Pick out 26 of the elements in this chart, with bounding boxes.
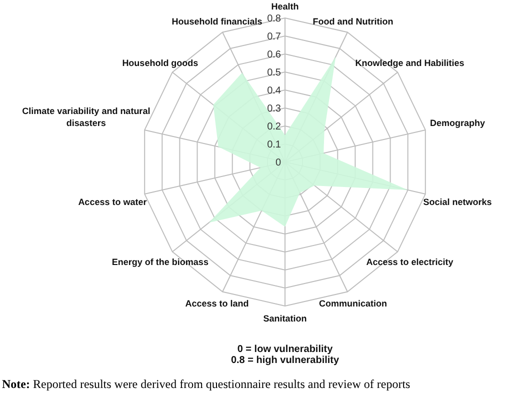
spoke-label: Social networks [423, 196, 492, 207]
spoke-label: Demography [430, 118, 486, 128]
spoke-label: Access to electricity [366, 257, 454, 268]
y-tick-label: 0.1 [267, 140, 282, 150]
spoke-label: Access to land [185, 298, 249, 309]
y-tick-label: 0.2 [267, 122, 282, 132]
y-tick-label: 0.8 [267, 14, 282, 24]
text: Note: Reported results were derived from questionnaire results and review of reports [2, 377, 411, 391]
y-tick-label: 0.4 [267, 86, 282, 96]
spoke-label: Climate variability and natural disasters [22, 106, 150, 128]
spoke-label: Household financials [172, 16, 262, 26]
spoke-label: Household goods [122, 58, 198, 68]
y-tick-label: 0.5 [267, 68, 282, 78]
spoke-label: Access to water [78, 196, 148, 207]
spoke-label: Knowledge and Habilities [355, 58, 464, 68]
spoke-label: Energy of the biomass [112, 257, 208, 268]
text: 0 = low vulnerability [237, 344, 334, 355]
spoke-label: Health [271, 2, 299, 12]
y-tick-label: 0 [275, 158, 282, 168]
y-tick-label: 0.6 [267, 50, 282, 60]
spoke-label: Communication [318, 298, 387, 309]
text: 0.8 = high vulnerability [230, 355, 340, 366]
spoke-label: Sanitation [263, 314, 307, 324]
y-tick-label: 0.7 [267, 32, 282, 42]
y-tick-label: 0.3 [267, 104, 282, 114]
spoke-label: Food and Nutrition [312, 16, 394, 26]
